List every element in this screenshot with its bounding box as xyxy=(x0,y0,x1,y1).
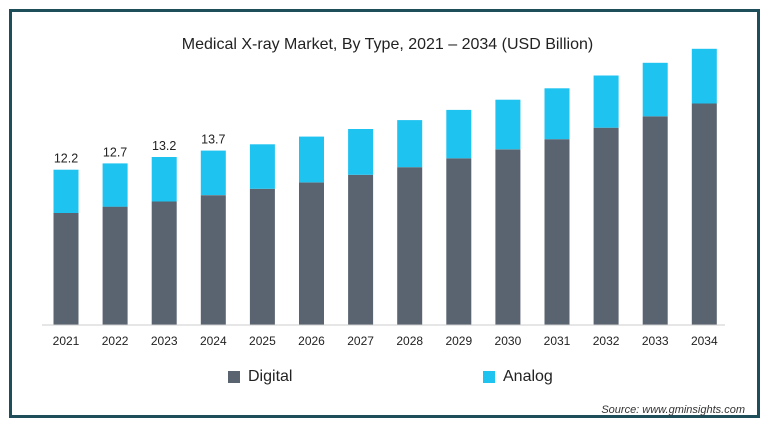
bar-digital-2031 xyxy=(544,139,570,325)
bar-digital-2034 xyxy=(691,103,717,325)
bar-analog-2023 xyxy=(151,157,177,202)
bar-digital-2029 xyxy=(446,158,472,325)
bar-analog-2024 xyxy=(200,150,226,196)
bar-analog-2031 xyxy=(544,88,570,140)
data-label: 12.7 xyxy=(103,145,127,159)
x-tick-label: 2021 xyxy=(53,334,80,348)
bar-digital-2033 xyxy=(642,116,668,325)
x-tick-label: 2026 xyxy=(298,334,325,348)
bar-analog-2028 xyxy=(397,120,423,168)
bar-analog-2025 xyxy=(249,144,275,189)
bars-group xyxy=(53,48,717,325)
bar-digital-2027 xyxy=(348,174,374,325)
bar-analog-2021 xyxy=(53,169,79,213)
x-tick-label: 2025 xyxy=(249,334,276,348)
bar-digital-2024 xyxy=(200,195,226,325)
bar-digital-2032 xyxy=(593,127,619,325)
x-tick-labels: 2021 2022 2023 2024 2025 2026 2027 2028 2029 2030… xyxy=(53,334,718,348)
legend-label-analog: Analog xyxy=(503,368,553,385)
bar-analog-2033 xyxy=(642,62,668,117)
x-tick-label: 2023 xyxy=(151,334,178,348)
bar-digital-2028 xyxy=(397,167,423,325)
bar-analog-2029 xyxy=(446,109,472,159)
x-tick-label: 2028 xyxy=(396,334,423,348)
bar-digital-2023 xyxy=(151,201,177,325)
data-labels: 12.2 12.7 13.2 13.7 xyxy=(54,133,226,166)
x-tick-label: 2030 xyxy=(495,334,522,348)
x-tick-label: 2027 xyxy=(347,334,374,348)
legend-item-digital: Digital xyxy=(228,368,292,386)
bar-digital-2021 xyxy=(53,213,79,325)
bar-digital-2030 xyxy=(495,149,521,325)
bar-digital-2022 xyxy=(102,206,128,325)
x-tick-label: 2031 xyxy=(544,334,571,348)
data-label: 13.2 xyxy=(152,139,176,153)
legend-swatch-digital xyxy=(228,371,240,383)
chart-frame xyxy=(9,9,760,418)
bar-analog-2030 xyxy=(495,99,521,150)
bar-digital-2025 xyxy=(249,188,275,325)
data-label: 12.2 xyxy=(54,152,78,166)
source-note: Source: www.gminsights.com xyxy=(601,404,745,416)
bar-analog-2032 xyxy=(593,75,619,128)
data-label: 13.7 xyxy=(201,133,225,147)
bar-analog-2034 xyxy=(691,48,717,104)
bar-analog-2022 xyxy=(102,163,128,207)
bar-analog-2026 xyxy=(299,136,324,183)
x-tick-label: 2034 xyxy=(691,334,718,348)
chart-title: Medical X-ray Market, By Type, 2021 – 20… xyxy=(181,36,594,53)
legend-item-analog: Analog xyxy=(483,368,553,386)
legend-label-digital: Digital xyxy=(248,368,293,385)
legend-swatch-analog xyxy=(483,371,495,383)
bar-digital-2026 xyxy=(299,182,324,325)
x-tick-label: 2022 xyxy=(102,334,129,348)
x-tick-label: 2033 xyxy=(642,334,669,348)
x-tick-label: 2032 xyxy=(593,334,620,348)
bar-analog-2027 xyxy=(348,129,374,175)
x-tick-label: 2029 xyxy=(445,334,472,348)
x-tick-label: 2024 xyxy=(200,334,227,348)
